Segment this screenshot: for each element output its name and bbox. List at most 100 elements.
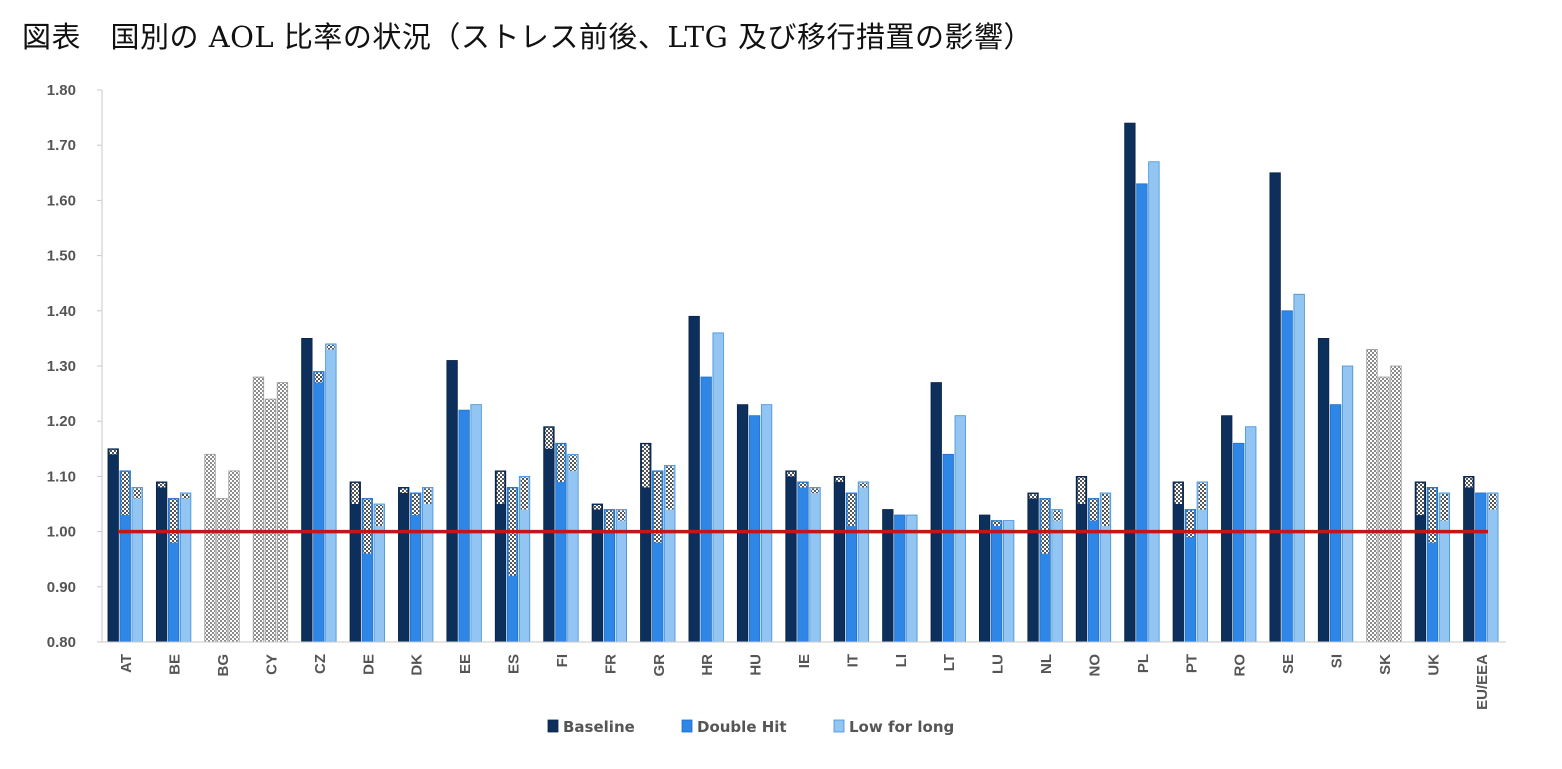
bar-transitional-baseline-ie <box>787 471 795 477</box>
x-category-label: GR <box>651 654 668 677</box>
x-category-label: SE <box>1280 654 1297 674</box>
bar-transitional-low-for-long-fr <box>617 510 626 521</box>
bar-low-for-long-ee <box>470 404 482 643</box>
bar-double-hit-ro <box>1233 442 1245 643</box>
bar-transitional-double-hit-it <box>847 493 856 527</box>
bar-transitional-baseline-pt <box>1174 482 1183 504</box>
x-category-label: HR <box>699 654 716 676</box>
bar-transitional-baseline-nl <box>1029 493 1037 499</box>
bar-baseline-ie <box>785 470 797 643</box>
bar-low-for-long-hr <box>712 332 724 643</box>
x-category-label: BE <box>167 654 184 675</box>
bar-baseline-it <box>833 475 846 643</box>
bar-transitional-baseline-it <box>835 477 844 482</box>
x-category-label: RO <box>1232 654 1249 677</box>
x-category-label: EE <box>457 654 474 674</box>
y-tick-label: 1.00 <box>47 524 76 541</box>
bar-double-hit-cz <box>313 371 325 643</box>
y-tick-label: 1.70 <box>47 137 76 154</box>
bar-baseline-li <box>882 509 894 643</box>
bar-double-hit-lu <box>991 520 1003 643</box>
bar-transitional-double-hit-de <box>363 499 372 554</box>
y-tick-label: 0.90 <box>47 579 76 596</box>
bar-double-hit-hr <box>700 376 712 643</box>
bar-double-hit-ee <box>458 409 470 643</box>
bar-transitional-low-for-long-be <box>181 493 190 499</box>
bar-baseline-pt <box>1172 481 1184 643</box>
bar-low-for-long-hu <box>760 404 773 643</box>
bar-transitional-low-for-long-ie <box>811 488 819 493</box>
x-category-label: CY <box>263 654 280 675</box>
bar-double-hit-bg <box>216 498 228 643</box>
bar-transitional-baseline-fr <box>593 505 602 510</box>
bar-low-for-long-ie <box>809 487 821 643</box>
bar-baseline-be <box>155 481 168 643</box>
bar-double-hit-si <box>1329 404 1342 643</box>
x-category-label: FR <box>602 654 619 674</box>
bar-transitional-double-hit-gr <box>654 471 662 543</box>
bar-double-hit-dk <box>410 492 422 643</box>
bar-transitional-double-hit-uk <box>1428 488 1437 543</box>
x-category-label: UK <box>1425 654 1442 676</box>
bar-baseline-bg <box>204 453 216 643</box>
bar-baseline-lu <box>979 514 991 643</box>
bars-group <box>107 122 1499 643</box>
bar-double-hit-hu <box>748 415 761 643</box>
bar-transitional-low-for-long-es <box>520 477 529 510</box>
bar-low-for-long-se <box>1293 293 1305 643</box>
bar-low-for-long-be <box>179 492 192 643</box>
bar-baseline-eu-eea <box>1463 475 1475 643</box>
bar-baseline-se <box>1269 172 1281 643</box>
chart-title: 図表 国別の AOL 比率の状況（ストレス前後、LTG 及び移行措置の影響） <box>22 20 1034 54</box>
bar-transitional-baseline-uk <box>1416 482 1425 516</box>
bar-double-hit-ie <box>797 481 809 643</box>
x-category-label: SK <box>1377 654 1394 675</box>
bar-transitional-baseline-de <box>351 482 360 504</box>
bar-low-for-long-dk <box>422 487 434 643</box>
x-category-label: BG <box>215 654 232 677</box>
bar-baseline-pl <box>1124 122 1136 643</box>
bar-transitional-double-hit-ie <box>799 482 807 488</box>
bar-low-for-long-ro <box>1245 426 1257 643</box>
bar-double-hit-lt <box>942 453 954 643</box>
legend-label-low-for-long: Low for long <box>849 718 954 736</box>
x-category-label: NO <box>1086 654 1103 677</box>
bar-double-hit-sk <box>1378 376 1390 643</box>
x-category-label: IE <box>796 654 813 668</box>
bar-baseline-lt <box>930 382 942 643</box>
legend-swatch-low-for-long <box>833 719 845 733</box>
bar-low-for-long-cz <box>325 343 337 643</box>
bar-low-for-long-at <box>131 487 143 643</box>
x-category-label: EU/EEA <box>1474 654 1491 710</box>
bar-transitional-low-for-long-nl <box>1053 510 1061 521</box>
bar-transitional-baseline-es <box>496 471 505 504</box>
bar-baseline-dk <box>398 487 410 643</box>
y-tick-label: 1.10 <box>47 468 76 485</box>
bar-baseline-ee <box>446 360 458 643</box>
x-category-label: ES <box>506 654 523 674</box>
bar-baseline-cy <box>252 376 265 643</box>
bar-low-for-long-eu-eea <box>1487 492 1499 643</box>
bar-transitional-double-hit-be <box>169 499 178 543</box>
y-tick-label: 1.80 <box>47 82 76 99</box>
bar-double-hit-li <box>894 514 906 643</box>
y-tick-label: 0.80 <box>47 634 76 651</box>
bar-transitional-baseline-gr <box>642 444 650 488</box>
y-tick-label: 1.20 <box>47 413 76 430</box>
bar-low-for-long-fi <box>567 453 579 643</box>
bar-transitional-double-hit-cz <box>315 372 323 383</box>
y-tick-label: 1.50 <box>47 248 76 265</box>
bar-transitional-baseline-fi <box>545 427 553 449</box>
legend-label-baseline: Baseline <box>563 718 635 736</box>
bar-transitional-double-hit-fr <box>605 510 614 532</box>
bar-baseline-hu <box>736 404 749 643</box>
legend-swatch-baseline <box>547 719 559 733</box>
bar-baseline-fi <box>543 426 555 643</box>
bar-transitional-low-for-long-eu-eea <box>1489 493 1497 510</box>
bar-transitional-baseline-eu-eea <box>1465 477 1473 488</box>
bar-transitional-baseline-dk <box>399 488 408 493</box>
bar-transitional-low-for-long-fi <box>569 455 577 471</box>
bar-transitional-baseline-at <box>109 449 117 455</box>
x-category-label: SI <box>1329 654 1346 668</box>
